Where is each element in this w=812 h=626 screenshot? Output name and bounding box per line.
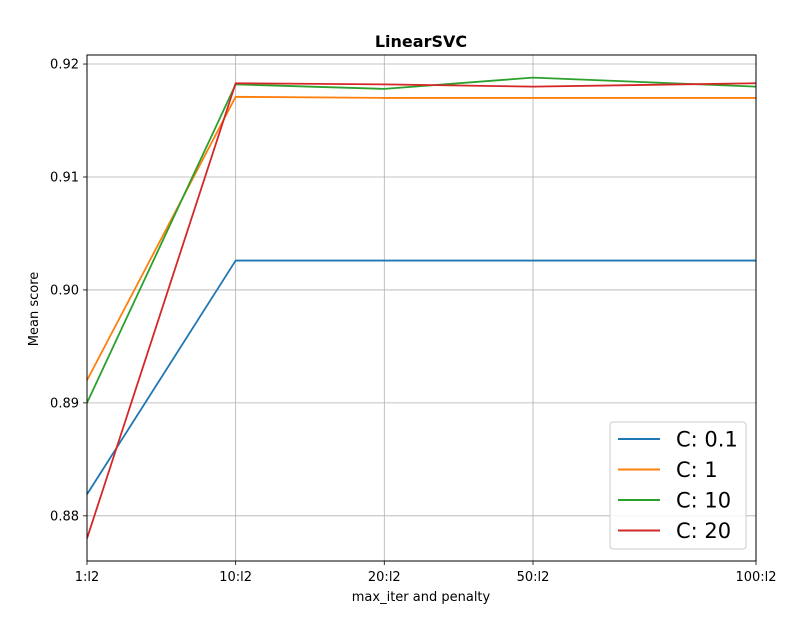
series-line-2 <box>87 76 756 404</box>
chart-title: LinearSVC <box>375 32 467 51</box>
y-axis-ticks: 0.88 0.89 0.90 0.91 0.92 <box>50 58 87 524</box>
plot-frame <box>86 54 757 562</box>
y-tick-label: 0.88 <box>50 509 79 524</box>
legend-label: C: 20 <box>676 519 731 543</box>
grid <box>86 55 757 561</box>
y-tick-label: 0.91 <box>50 170 79 185</box>
y-axis-label: Mean score <box>27 272 42 346</box>
x-tick-label: 50:l2 <box>517 570 550 585</box>
legend: C: 0.1 C: 1 C: 10 C: 20 <box>609 421 747 550</box>
y-tick-label: 0.90 <box>50 283 79 298</box>
legend-label: C: 1 <box>676 458 718 482</box>
y-tick-label: 0.89 <box>50 396 79 411</box>
series-line-0 <box>87 259 756 495</box>
x-tick-label: 20:l2 <box>368 570 401 585</box>
series-lines <box>87 76 756 539</box>
x-tick-label: 100:l2 <box>735 570 776 585</box>
legend-label: C: 0.1 <box>676 428 738 452</box>
y-tick-label: 0.92 <box>50 58 79 73</box>
legend-box <box>609 421 747 550</box>
series-line-3 <box>87 82 756 539</box>
x-tick-label: 1:l2 <box>75 570 100 585</box>
legend-label: C: 10 <box>676 489 731 513</box>
x-axis-ticks: 1:l2 10:l2 20:l2 50:l2 100:l2 <box>75 561 777 585</box>
x-tick-label: 10:l2 <box>219 570 252 585</box>
x-axis-label: max_iter and penalty <box>352 590 491 605</box>
